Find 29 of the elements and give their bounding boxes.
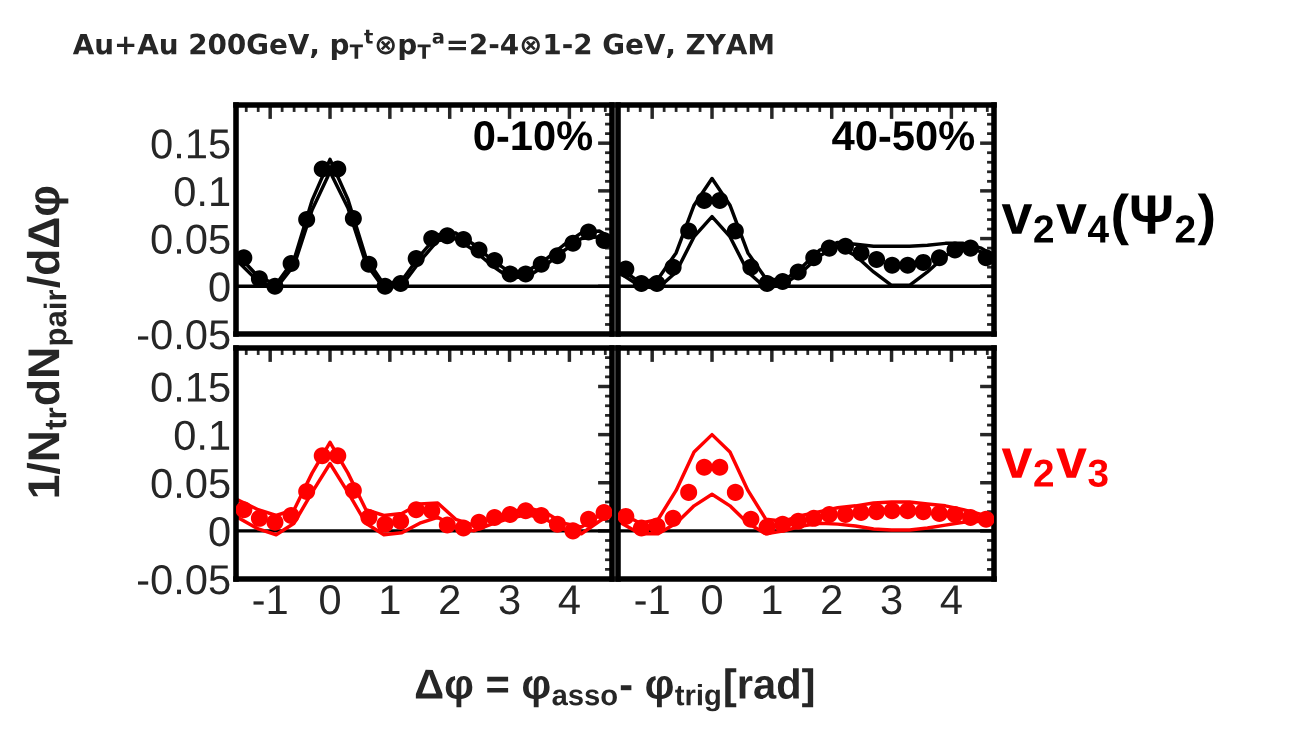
x-tick-label: -1	[253, 585, 287, 615]
y-tick-label: -0.05	[138, 320, 230, 350]
y-tick-label: 0.15	[151, 372, 230, 403]
y-tick-label: 0.1	[174, 176, 230, 207]
x-tick-label: 2	[440, 584, 460, 615]
y-tick-label: -0.05	[138, 565, 230, 595]
x-tick-label: 2	[822, 584, 842, 615]
x-tick-label: -1	[635, 585, 669, 615]
x-tick-label: 0	[702, 584, 722, 615]
x-tick-label: 1	[381, 585, 400, 615]
chart-title: Au+Au 200GeV, p$_{T}$$^{t}$⊗p$_{T}$$^{a}$=2-4⊗1-2 GeV, ZYAM	[72, 29, 773, 60]
y-tick-label: 0	[209, 516, 230, 547]
y-tick-label: 0.15	[151, 129, 230, 159]
x-tick-label: 3	[499, 584, 520, 615]
x-tick-label: 4	[940, 585, 962, 615]
x-axis-title: Δφ = φ$_{asso}$- φ$_{trig}$[rad]	[415, 668, 814, 712]
y-tick-label: 0.05	[151, 224, 230, 255]
y-tick-label: 0.05	[151, 468, 230, 499]
text: v$_{2}$v$_{3}$	[1001, 448, 1108, 488]
x-tick-label: 1	[763, 585, 782, 615]
x-tick-label: 4	[558, 585, 580, 615]
y-tick-label: 0.1	[174, 420, 230, 451]
y-tick-label: 0	[209, 272, 230, 302]
y-axis-title: 1/N$_{tr}$dN$_{pair}$/dΔφ	[26, 186, 73, 497]
text: v$_{2}$v$_{4}$(Ψ$_{2}$)	[1001, 193, 1214, 246]
x-tick-label: 0	[320, 584, 340, 615]
annotation: 0-10%	[474, 121, 593, 151]
annotation: 40-50%	[832, 121, 975, 151]
x-tick-label: 3	[881, 584, 902, 615]
